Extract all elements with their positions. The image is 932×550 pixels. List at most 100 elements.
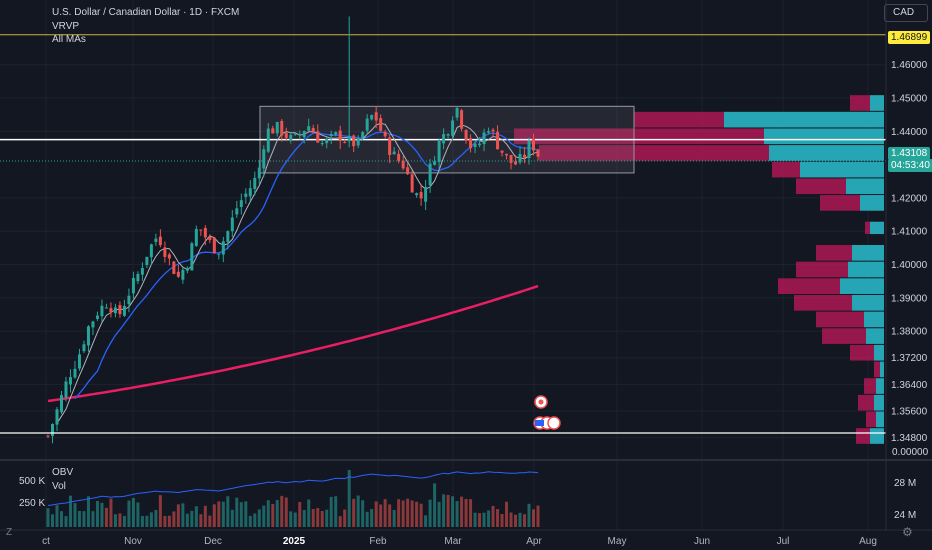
candle-body [347,136,351,142]
candle-body [518,153,522,163]
vp-row-up [876,378,884,394]
candle-body [388,137,392,156]
volume-bar [437,501,441,527]
volume-bar [167,515,171,527]
volume-bar [451,496,455,527]
vp-row-down [856,428,870,444]
candle-body [316,131,320,143]
price-tick: 1.36400 [891,380,928,391]
vp-row-up [870,95,884,111]
volume-bar [460,496,464,527]
time-label: Nov [124,536,142,547]
volume-bar [253,513,257,527]
candle-body [203,227,207,238]
volume-bar [262,505,266,527]
candle-body [235,208,239,215]
volume-bar [46,508,50,527]
candle-body [140,268,144,275]
candle-body [86,326,90,346]
price-tick: 1.44000 [891,127,928,138]
vp-row-up [769,145,884,161]
event-marker-us-flag [535,420,544,426]
vp-row-up [864,311,884,328]
candle-body [509,155,513,163]
event-markers[interactable] [533,395,561,430]
volume-bar [122,515,126,527]
candle-body [343,141,347,143]
ticker-title[interactable]: U.S. Dollar / Canadian Dollar · 1D · FXC… [52,7,240,18]
candle-body [455,107,459,118]
volume-bar [392,509,396,527]
price-tick: 1.38000 [891,327,928,338]
ma-mid-line [74,131,539,400]
candle-body [460,110,464,129]
volume-bar [95,501,99,527]
candle-body [437,141,441,163]
volume-bar [397,499,401,527]
volume-bar [446,494,450,527]
candle-body [500,150,504,153]
candle-body [253,177,257,189]
candle-body [95,315,99,319]
volume-bar [257,509,261,527]
vp-row-up [800,161,884,178]
price-axis-ticks: 1.46000 1.45000 1.44000 1.42000 1.41000 1.400… [891,60,928,444]
candle-body [473,143,477,147]
candle-body [329,133,333,137]
volume-bar [509,512,513,527]
mas-legend[interactable]: All MAs [52,34,86,45]
price-tick: 1.40000 [891,260,928,271]
candle-body [374,112,378,121]
vp-row-up [866,328,884,344]
vp-row-down [816,311,864,328]
time-label: Mar [444,536,462,547]
vp-row-down [850,344,874,361]
volume-bar [302,509,306,527]
gear-icon[interactable]: ⚙ [902,525,913,539]
candle-body [307,126,311,131]
candle-body [532,138,536,151]
timezone-z[interactable]: Z [6,527,13,538]
volume-bar [212,504,216,527]
volume-bar [235,497,239,527]
volume-bar [383,499,387,527]
volume-bar [401,500,405,527]
volume-bar [217,501,221,527]
volume-bar [388,504,392,527]
candle-body [280,121,284,136]
candle-body [536,149,540,157]
volume-bar [109,498,113,527]
event-marker-us-3 [547,416,561,430]
volume-bar [266,500,270,527]
vol-legend[interactable]: Vol [52,481,66,492]
volume-bar [284,497,288,527]
vrvp-legend[interactable]: VRVP [52,21,80,32]
volume-bar [523,514,527,527]
volume-bar [172,511,176,527]
candle-body [338,130,342,141]
candle-body [145,256,149,265]
time-axis-labels: ct Nov Dec 2025 Feb Mar Apr May Jun Jul Aug [42,536,877,547]
candle-body [356,138,360,146]
candle-body [50,424,54,437]
candle-body [451,120,455,136]
candle-body [181,269,185,280]
vp-row-up [876,411,884,428]
volume-bar [352,498,356,527]
candle-body [136,273,140,282]
volume-bar [271,503,275,527]
candle-body [113,307,117,314]
volume-bar [473,512,477,527]
candle-body [226,231,230,242]
time-label: 2025 [283,536,306,547]
candle-body [271,128,275,134]
currency-button[interactable]: CAD [884,4,928,22]
obv-legend[interactable]: OBV [52,467,74,478]
time-label: Apr [526,536,542,547]
candle-body [131,277,135,294]
event-marker-ca-dot [538,399,544,405]
candle-body [311,128,315,133]
volume-bar [113,514,117,527]
volume-bar [455,501,459,527]
